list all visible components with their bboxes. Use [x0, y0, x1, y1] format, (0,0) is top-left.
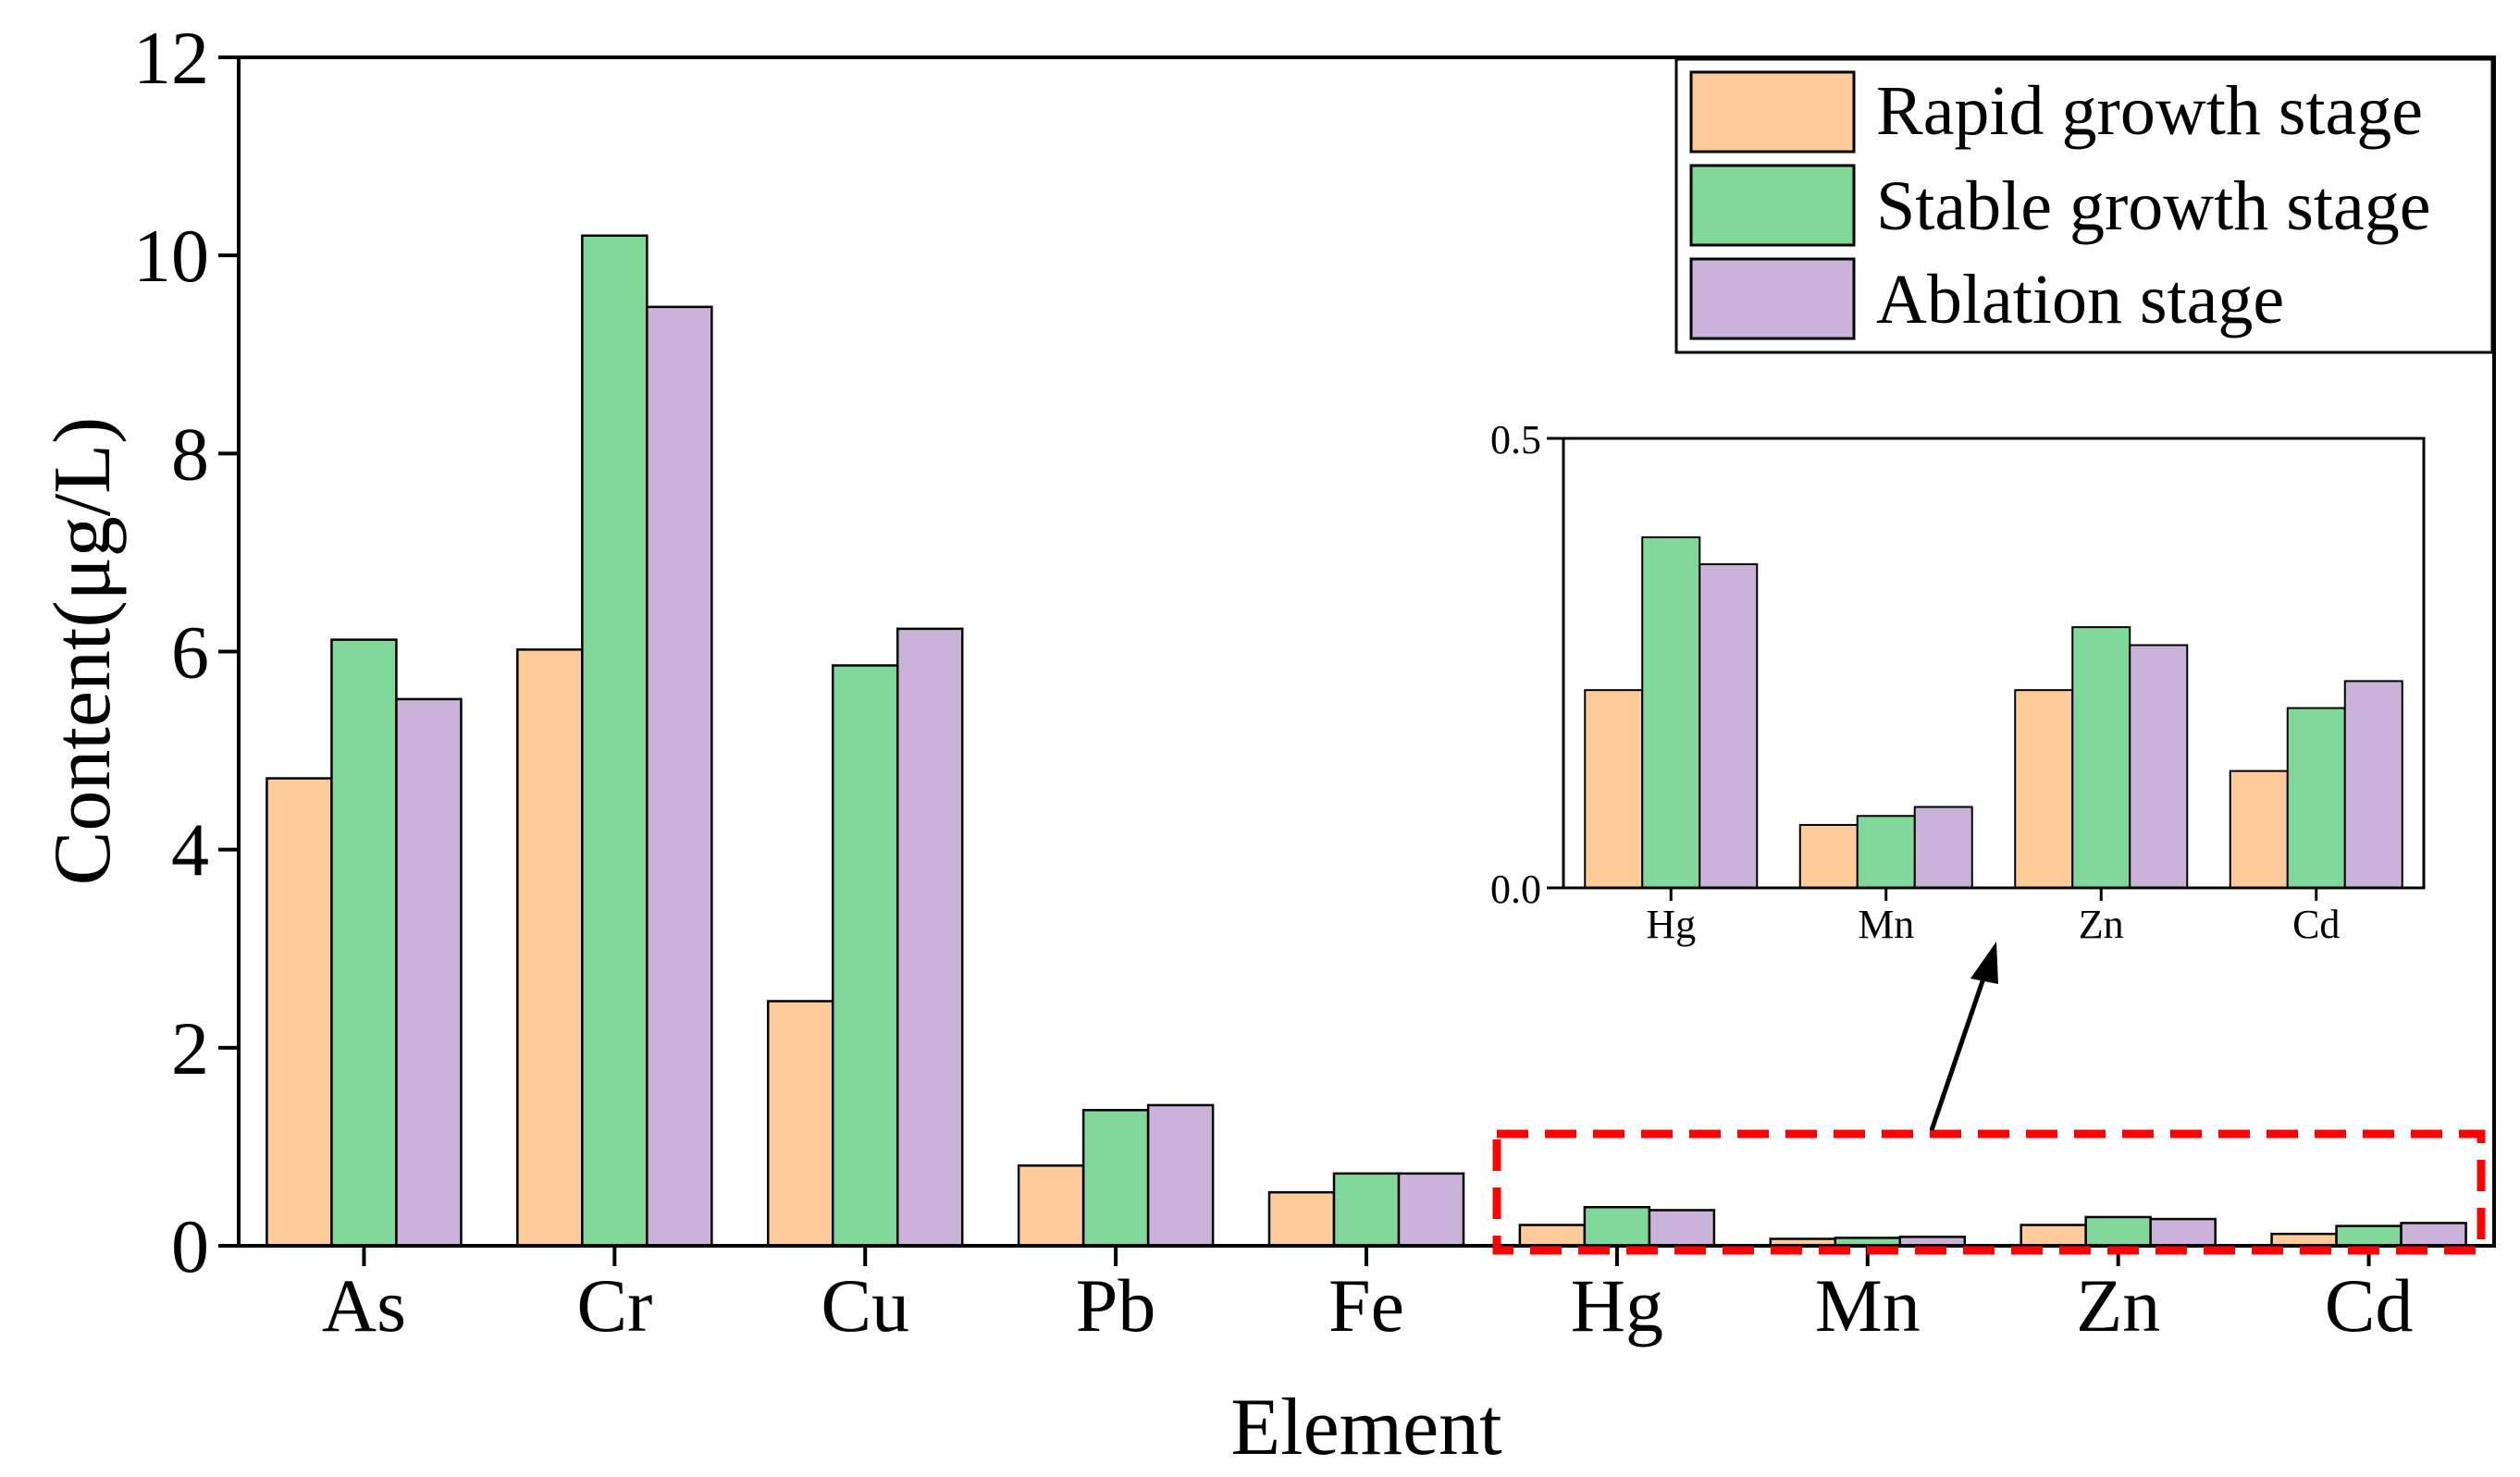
inset-bar-hg-stable-growth-stage — [1641, 535, 1701, 889]
inset-x-ticks: Hg Mn Zn Cd — [1646, 888, 2340, 947]
y-tick-label-10: 10 — [133, 214, 209, 298]
bar-pb-ablation-stage — [1146, 1103, 1215, 1248]
inset-x-tick-label-mn: Mn — [1858, 902, 1914, 947]
main-plot: 0 2 4 6 8 10 12 As Cr Cu Pb Fe Hg Mn Zn Cd — [133, 16, 2496, 1348]
y-axis-title: Content(μg/L) — [38, 417, 128, 886]
bar-as-rapid-growth-stage — [266, 777, 333, 1248]
main-x-ticks: As Cr Cu Pb Fe Hg Mn Zn Cd — [322, 1246, 2414, 1348]
inset-bar-mn-rapid-growth-stage — [1798, 823, 1859, 890]
zoom-arrow — [1929, 942, 1998, 1131]
legend-label-rapid: Rapid growth stage — [1876, 72, 2423, 150]
x-tick-label-mn: Mn — [1815, 1263, 1921, 1348]
highlight-box — [1492, 1129, 2486, 1255]
inset-bar-cd-stable-growth-stage — [2286, 707, 2346, 889]
bar-hg-stable-growth-stage — [1583, 1205, 1651, 1248]
legend: Rapid growth stage Stable growth stage A… — [1674, 57, 2494, 354]
x-tick-label-as: As — [322, 1263, 406, 1348]
legend-swatch-ablation — [1689, 257, 1856, 340]
inset-bar-cd-ablation-stage — [2343, 680, 2403, 889]
bar-cu-ablation-stage — [896, 627, 964, 1248]
legend-swatch-rapid — [1689, 70, 1856, 154]
inset-frame — [1562, 437, 2426, 890]
bar-hg-rapid-growth-stage — [1518, 1224, 1587, 1248]
inset-y-tick-label-bottom: 0.0 — [1490, 867, 1541, 912]
bar-zn-rapid-growth-stage — [2020, 1224, 2087, 1248]
x-tick-label-cd: Cd — [2325, 1263, 2414, 1348]
bar-cu-stable-growth-stage — [831, 664, 899, 1248]
y-tick-label-4: 4 — [171, 808, 209, 892]
main-y-ticks: 0 2 4 6 8 10 12 — [133, 16, 239, 1288]
zoom-arrow-line — [1929, 972, 1988, 1131]
x-tick-label-pb: Pb — [1076, 1263, 1156, 1348]
inset-x-tick-label-cd: Cd — [2292, 902, 2340, 947]
inset-x-tick-label-zn: Zn — [2079, 902, 2124, 947]
x-tick-label-zn: Zn — [2076, 1263, 2160, 1348]
x-tick-label-cu: Cu — [821, 1263, 909, 1348]
x-tick-label-cr: Cr — [576, 1263, 652, 1348]
y-tick-label-12: 12 — [133, 16, 209, 100]
bar-cd-stable-growth-stage — [2335, 1225, 2403, 1248]
inset-bar-hg-ablation-stage — [1699, 563, 1759, 890]
zoom-arrow-head — [1970, 942, 1998, 984]
main-bars — [266, 234, 2467, 1248]
y-tick-label-0: 0 — [171, 1204, 209, 1288]
bar-cr-rapid-growth-stage — [516, 648, 584, 1248]
y-tick-label-6: 6 — [171, 610, 209, 695]
bar-pb-rapid-growth-stage — [1017, 1164, 1085, 1248]
inset-y-tick-label-top: 0.5 — [1490, 417, 1541, 462]
bar-cr-stable-growth-stage — [581, 234, 649, 1248]
bar-zn-ablation-stage — [2149, 1217, 2217, 1248]
x-axis-title: Element — [1230, 1383, 1501, 1472]
bar-as-ablation-stage — [395, 697, 463, 1248]
inset-x-tick-label-hg: Hg — [1646, 902, 1696, 947]
inset-bar-zn-stable-growth-stage — [2071, 626, 2131, 889]
bar-fe-stable-growth-stage — [1332, 1172, 1401, 1248]
y-tick-label-8: 8 — [171, 412, 209, 496]
x-tick-label-fe: Fe — [1328, 1263, 1404, 1348]
bar-fe-rapid-growth-stage — [1267, 1190, 1336, 1248]
inset-bar-mn-ablation-stage — [1913, 806, 1973, 890]
legend-label-stable: Stable growth stage — [1876, 167, 2430, 245]
bar-as-stable-growth-stage — [330, 638, 398, 1248]
x-tick-label-hg: Hg — [1571, 1263, 1663, 1348]
inset-plot: 0.5 0.0 Hg Mn Zn Cd — [1490, 417, 2426, 947]
inset-bar-cd-rapid-growth-stage — [2229, 769, 2289, 890]
inset-bar-zn-ablation-stage — [2129, 644, 2189, 889]
bar-pb-stable-growth-stage — [1081, 1109, 1150, 1248]
bar-zn-stable-growth-stage — [2084, 1215, 2152, 1248]
y-tick-label-2: 2 — [171, 1006, 209, 1090]
inset-bar-hg-rapid-growth-stage — [1584, 689, 1644, 889]
inset-bars — [1584, 535, 2403, 890]
bar-cr-ablation-stage — [646, 305, 713, 1248]
legend-label-ablation: Ablation stage — [1876, 261, 2284, 338]
bar-cu-rapid-growth-stage — [766, 1000, 834, 1248]
inset-bar-zn-rapid-growth-stage — [2014, 689, 2074, 889]
inset-bar-mn-stable-growth-stage — [1856, 815, 1916, 889]
bar-fe-ablation-stage — [1397, 1172, 1465, 1248]
bar-cd-ablation-stage — [2400, 1222, 2467, 1248]
legend-swatch-stable — [1689, 164, 1856, 247]
bar-hg-ablation-stage — [1648, 1209, 1716, 1248]
